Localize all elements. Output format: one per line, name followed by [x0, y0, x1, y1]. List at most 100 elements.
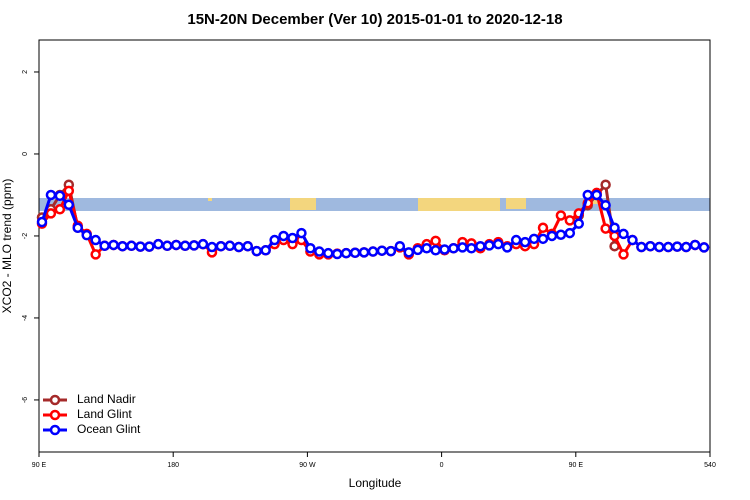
- data-point: [314, 246, 325, 257]
- data-point: [421, 243, 432, 254]
- data-point: [63, 185, 75, 197]
- map-strip: [39, 198, 710, 211]
- data-point: [179, 240, 191, 252]
- y-tick-label: -2: [22, 233, 29, 239]
- data-point: [224, 240, 236, 252]
- x-tick-label: 90 E: [32, 462, 47, 469]
- data-point: [475, 240, 486, 252]
- data-point: [170, 239, 182, 251]
- data-point: [403, 247, 415, 258]
- data-point: [376, 245, 388, 256]
- data-point: [331, 248, 343, 260]
- data-point: [645, 240, 656, 252]
- x-tick-label: 180: [167, 462, 179, 469]
- data-point: [358, 247, 370, 258]
- data-point: [153, 238, 164, 250]
- data-point: [627, 234, 638, 246]
- data-point: [188, 240, 200, 251]
- data-point: [537, 233, 549, 245]
- plot-frame: [38, 39, 711, 453]
- data-point: [144, 241, 155, 252]
- data-point: [367, 246, 379, 257]
- data-point: [600, 199, 611, 211]
- data-point: [323, 247, 334, 259]
- data-point: [340, 247, 352, 259]
- data-point: [385, 245, 397, 257]
- data-point: [305, 243, 316, 254]
- y-tick-label: 2: [22, 70, 29, 74]
- data-point: [636, 241, 647, 253]
- data-point: [90, 234, 101, 246]
- data-point: [537, 222, 549, 234]
- data-point: [260, 245, 271, 256]
- data-point: [206, 241, 218, 253]
- data-point: [680, 241, 692, 253]
- data-point: [671, 241, 683, 252]
- data-point: [117, 240, 128, 252]
- data-point: [466, 243, 477, 254]
- data-point: [287, 232, 298, 244]
- x-tick-label: 90 E: [569, 462, 584, 469]
- data-point: [510, 234, 522, 246]
- data-point: [600, 223, 611, 234]
- data-point: [54, 190, 66, 202]
- data-point: [519, 236, 531, 248]
- data-point: [618, 249, 629, 260]
- data-point: [161, 240, 173, 252]
- x-tick-label: 540: [704, 462, 716, 469]
- data-point: [609, 230, 620, 242]
- data-point: [654, 241, 665, 253]
- data-point: [99, 240, 110, 252]
- data-point: [412, 244, 423, 256]
- legend-marker: [49, 424, 61, 436]
- data-point: [36, 216, 48, 228]
- legend-marker: [49, 409, 61, 421]
- data-point: [484, 240, 495, 251]
- data-point: [215, 240, 227, 252]
- data-point: [439, 244, 450, 255]
- data-point: [493, 238, 504, 250]
- y-tick-label: -6: [22, 397, 29, 403]
- data-point: [591, 189, 602, 201]
- data-point: [573, 218, 585, 229]
- legend-label: Land Nadir: [77, 392, 136, 406]
- data-point: [197, 238, 209, 250]
- data-point: [63, 199, 75, 211]
- data-point: [394, 240, 406, 252]
- data-point: [45, 189, 57, 201]
- data-point: [564, 227, 576, 239]
- data-point: [457, 242, 468, 253]
- y-tick-label: 0: [22, 152, 29, 156]
- y-tick-label: -4: [22, 315, 29, 321]
- y-axis-label: XCO2 - MLO trend (ppm): [0, 179, 14, 314]
- legend-label: Land Glint: [77, 407, 132, 421]
- data-point: [135, 241, 146, 252]
- legend-marker: [49, 394, 61, 406]
- data-point: [90, 249, 101, 260]
- data-point: [662, 241, 674, 253]
- chart-title: 15N-20N December (Ver 10) 2015-01-01 to …: [187, 11, 562, 28]
- data-point: [430, 245, 441, 256]
- data-point: [501, 242, 513, 253]
- data-point: [45, 208, 57, 219]
- data-point: [564, 215, 576, 226]
- data-point: [689, 239, 701, 251]
- data-point: [528, 233, 540, 245]
- data-point: [296, 227, 307, 239]
- data-point: [555, 210, 567, 221]
- data-point: [546, 230, 558, 242]
- data-point: [582, 189, 593, 201]
- x-tick-label: 0: [440, 462, 444, 469]
- data-point: [251, 245, 262, 257]
- data-point: [242, 240, 254, 252]
- legend-label: Ocean Glint: [77, 422, 141, 436]
- data-point: [618, 228, 629, 240]
- data-point: [126, 240, 137, 252]
- data-point: [233, 241, 245, 253]
- data-point: [349, 247, 361, 259]
- data-point: [448, 243, 459, 254]
- x-tick-label: 90 W: [299, 462, 316, 469]
- data-point: [108, 239, 119, 251]
